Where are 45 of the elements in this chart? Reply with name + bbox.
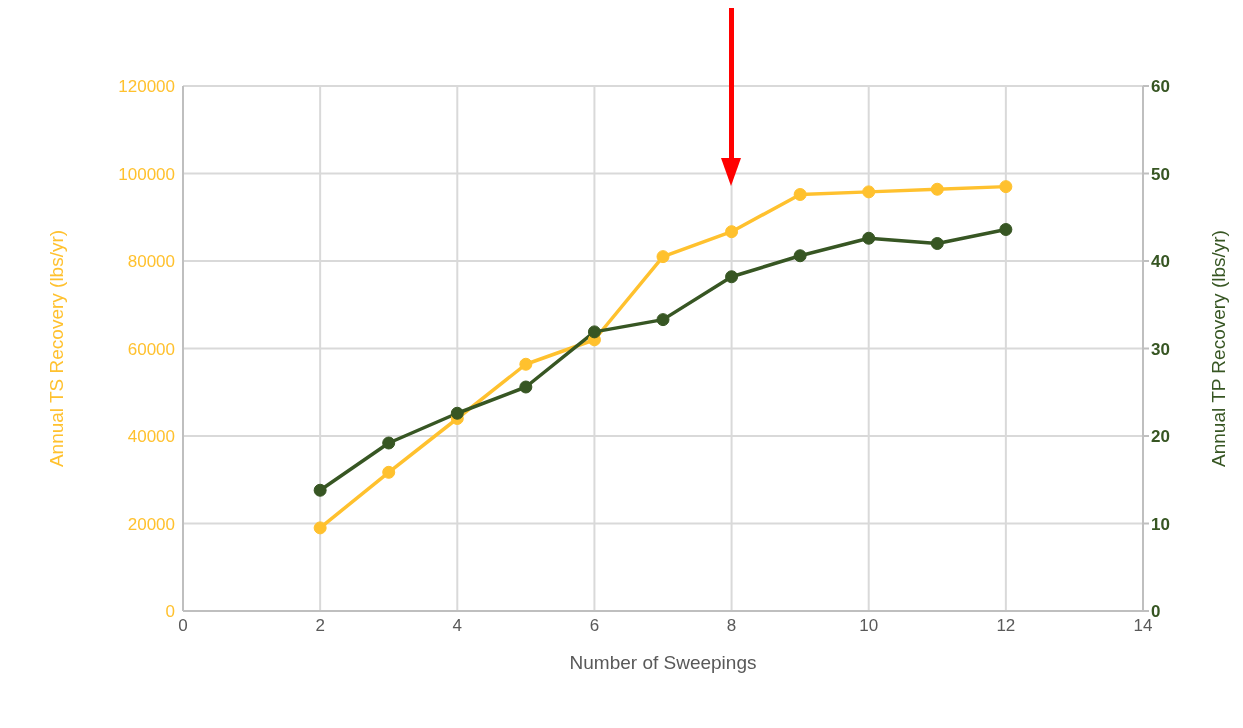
x-tick-label: 12 bbox=[996, 616, 1016, 636]
point bbox=[793, 249, 807, 263]
point bbox=[930, 182, 944, 196]
x-tick-label: 6 bbox=[589, 616, 600, 636]
y-tick-label: 80000 bbox=[127, 252, 175, 272]
point bbox=[313, 521, 327, 535]
x-tick-label: 2 bbox=[315, 616, 325, 636]
point bbox=[725, 225, 739, 239]
point bbox=[450, 406, 464, 420]
point bbox=[656, 250, 670, 264]
y-tick-label: 40000 bbox=[127, 427, 175, 447]
point bbox=[930, 237, 944, 250]
point bbox=[656, 313, 670, 327]
y2-tick-label: 20 bbox=[1151, 427, 1170, 447]
x-tick-label: 14 bbox=[1133, 616, 1153, 636]
point bbox=[382, 465, 396, 479]
y2-axis-title: Annual TP Recovery (lbs/yr) bbox=[1207, 230, 1229, 467]
x-axis-title: Number of Sweepings bbox=[569, 652, 757, 673]
y-tick-label: 60000 bbox=[127, 339, 175, 359]
y2-tick-label: 60 bbox=[1151, 77, 1170, 97]
y-tick-label: 100000 bbox=[118, 164, 175, 184]
y2-tick-label: 0 bbox=[1151, 602, 1161, 622]
point bbox=[313, 483, 327, 497]
point bbox=[519, 357, 533, 371]
point bbox=[999, 180, 1013, 194]
y-tick-label: 120000 bbox=[118, 77, 175, 97]
x-tick-label: 4 bbox=[452, 616, 463, 636]
x-tick-label: 0 bbox=[178, 616, 188, 636]
point bbox=[862, 231, 876, 245]
point bbox=[999, 223, 1013, 236]
point bbox=[382, 436, 396, 450]
y2-tick-label: 30 bbox=[1151, 339, 1170, 359]
point bbox=[793, 188, 807, 201]
y2-tick-label: 50 bbox=[1151, 164, 1170, 184]
point bbox=[519, 380, 533, 394]
x-tick-label: 8 bbox=[726, 616, 737, 636]
y2-tick-label: 40 bbox=[1151, 252, 1170, 272]
y-tick-label: 20000 bbox=[127, 514, 175, 534]
y-tick-label: 0 bbox=[165, 602, 175, 622]
y-axis-title: Annual TS Recovery (lbs/yr) bbox=[45, 229, 67, 468]
x-tick-label: 10 bbox=[859, 616, 879, 636]
point bbox=[862, 185, 876, 199]
point bbox=[725, 270, 739, 284]
point bbox=[587, 325, 601, 339]
y2-tick-label: 10 bbox=[1151, 514, 1170, 534]
